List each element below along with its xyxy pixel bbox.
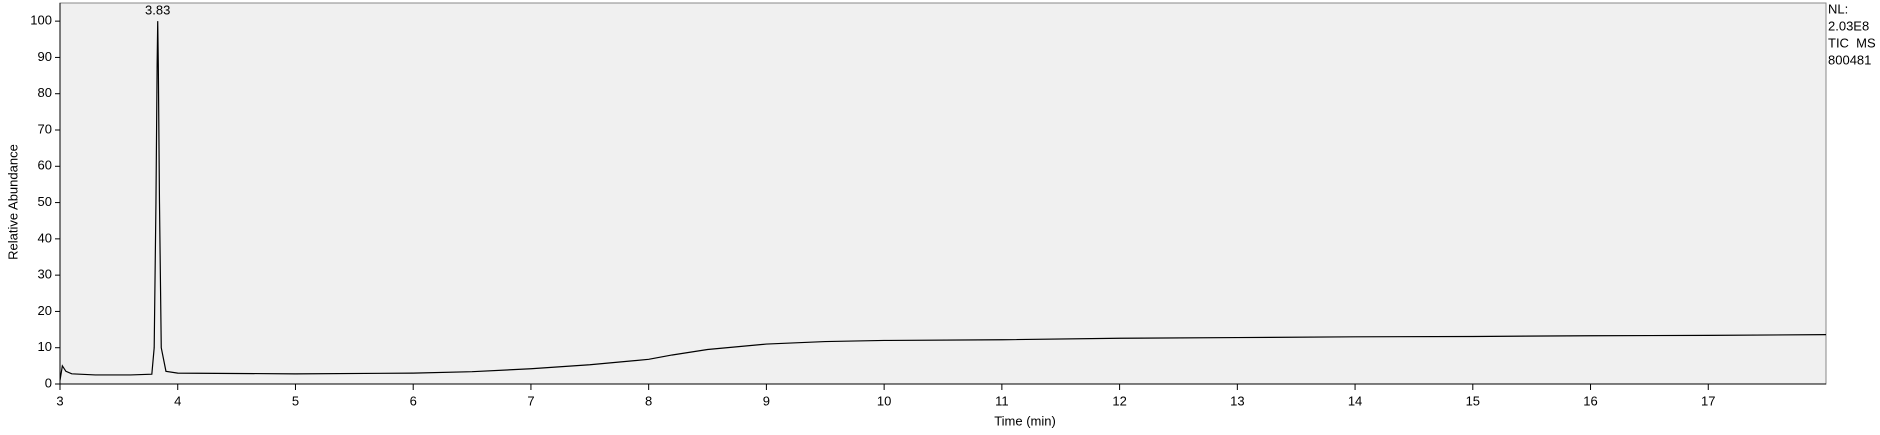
- x-tick-label: 9: [763, 393, 770, 408]
- x-tick-label: 8: [645, 393, 652, 408]
- y-tick-label: 90: [38, 49, 52, 64]
- x-tick-label: 6: [410, 393, 417, 408]
- x-tick-label: 10: [877, 393, 891, 408]
- y-tick-label: 70: [38, 121, 52, 136]
- x-tick-label: 11: [995, 393, 1009, 408]
- x-tick-label: 3: [56, 393, 63, 408]
- x-tick-label: 17: [1701, 393, 1715, 408]
- x-tick-label: 7: [527, 393, 534, 408]
- side-label: 2.03E8: [1828, 18, 1869, 33]
- x-tick-label: 4: [174, 393, 181, 408]
- y-tick-label: 20: [38, 303, 52, 318]
- trace: [59, 21, 1827, 381]
- y-tick-label: 40: [38, 230, 52, 245]
- x-tick-label: 14: [1348, 393, 1362, 408]
- side-label: 800481: [1828, 52, 1871, 67]
- x-tick-label: 15: [1466, 393, 1480, 408]
- side-label: TIC MS: [1828, 35, 1876, 50]
- peak-label: 3.83: [145, 3, 170, 18]
- y-tick-label: 10: [38, 339, 52, 354]
- y-tick-label: 100: [30, 13, 52, 28]
- y-tick-label: 60: [38, 158, 52, 173]
- x-tick-label: 5: [292, 393, 299, 408]
- y-tick-label: 0: [45, 375, 52, 390]
- side-label: NL:: [1828, 1, 1848, 16]
- x-tick-label: 12: [1112, 393, 1126, 408]
- y-tick-label: 30: [38, 267, 52, 282]
- y-tick-label: 50: [38, 194, 52, 209]
- x-tick-label: 13: [1230, 393, 1244, 408]
- y-axis-label: Relative Abundance: [5, 144, 20, 260]
- x-tick-label: 16: [1583, 393, 1597, 408]
- x-axis-label: Time (min): [994, 413, 1056, 428]
- plot-area: [59, 2, 1827, 385]
- y-tick-label: 80: [38, 85, 52, 100]
